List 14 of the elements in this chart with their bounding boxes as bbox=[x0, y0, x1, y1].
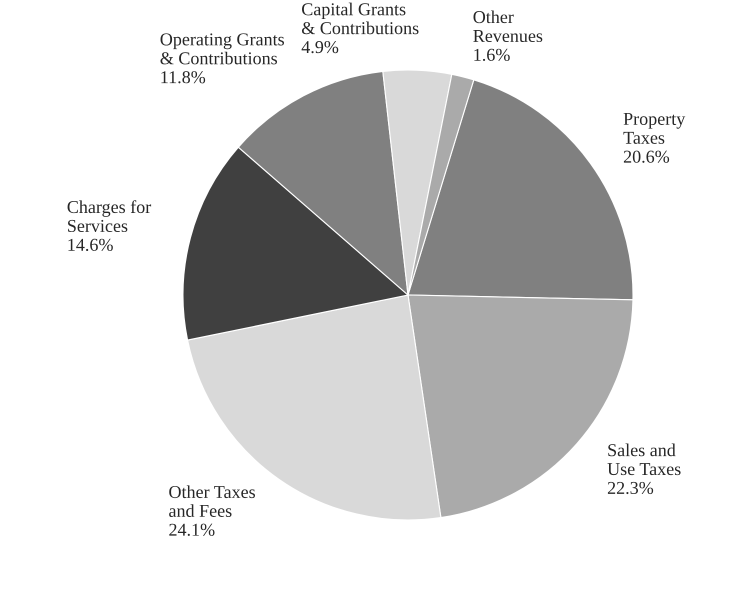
data-label: 4.9% bbox=[302, 40, 338, 54]
data-label: 11.8% bbox=[161, 71, 206, 84]
data-label: 14.6% bbox=[68, 238, 113, 252]
slice-label: Property Taxes bbox=[623, 112, 686, 144]
slice-label: Other Taxes and Fees bbox=[169, 485, 255, 517]
slice-label: Other Revenues bbox=[473, 10, 542, 42]
data-label: 24.1% bbox=[169, 524, 215, 536]
data-label: 22.3% bbox=[608, 482, 654, 494]
slice-label: Sales and Use Taxes bbox=[607, 444, 681, 476]
data-label: 20.6% bbox=[624, 150, 670, 163]
data-label: 1.6% bbox=[474, 48, 510, 61]
slice-label: Capital Grants & Contributions bbox=[302, 2, 418, 34]
slice-label: Operating Grants & Contributions bbox=[160, 33, 284, 64]
slice-label: Charges for Services bbox=[68, 200, 152, 232]
